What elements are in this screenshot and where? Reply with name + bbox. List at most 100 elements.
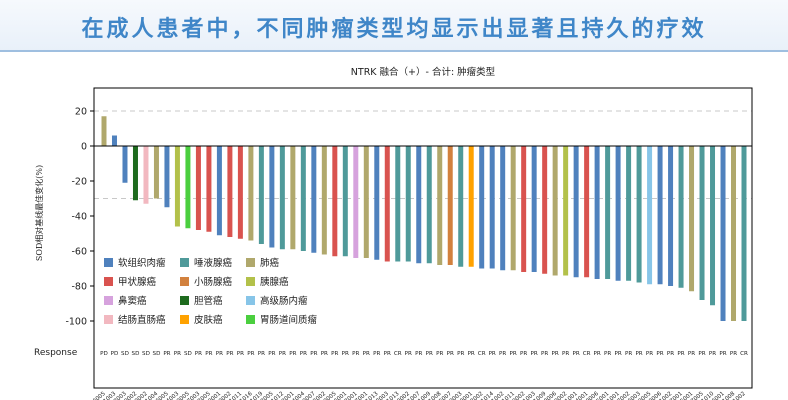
bar [195, 146, 201, 230]
legend-label: 甲状腺癌 [118, 276, 157, 288]
patient-id-label: 174004 [286, 391, 307, 400]
response-label: PR [205, 351, 212, 357]
bar [269, 146, 275, 248]
bar [279, 146, 285, 250]
response-label: PR [541, 351, 548, 357]
bar [363, 146, 369, 258]
bar [657, 146, 663, 285]
bar [447, 146, 453, 265]
bar [720, 146, 726, 321]
patient-id-label: 211001 [601, 391, 622, 400]
legend-label: 皮肤癌 [194, 314, 223, 326]
y-tick-label: -80 [71, 282, 87, 293]
response-label: PR [688, 351, 695, 357]
bar [521, 146, 527, 272]
bar [531, 146, 537, 272]
response-label: PR [552, 351, 559, 357]
response-label: PD [111, 351, 119, 357]
patient-id-label: 012005 [254, 391, 275, 400]
bar [615, 146, 621, 281]
y-tick-label: -40 [71, 212, 87, 223]
response-label: PR [677, 351, 684, 357]
legend-swatch [246, 258, 255, 267]
y-tick-label: -20 [71, 177, 87, 188]
response-label: PR [730, 351, 737, 357]
response-row: PD PD SD SD SD SD PR PR SD PR PR PR PR PR PR PR PR PR PR PR… [100, 351, 748, 357]
legend-swatch [104, 315, 113, 324]
patient-id-label: 090002 [506, 391, 526, 400]
patient-id-label: 002001 [338, 391, 359, 400]
legend-swatch [180, 315, 189, 324]
response-label: PR [384, 351, 391, 357]
patient-id-label: 090001 [202, 391, 223, 400]
bar [416, 146, 422, 264]
response-label: PD [100, 351, 108, 357]
legend-label: 鼻窦癌 [118, 295, 147, 307]
patient-id-label: 226001 [706, 391, 727, 400]
legend-label: 肺癌 [260, 257, 280, 269]
patient-id-label: 233002 [307, 391, 327, 400]
legend-item: 肺癌 [246, 257, 280, 269]
patient-id-label: 227002 [611, 391, 631, 400]
response-label: PR [436, 351, 443, 357]
bar [647, 146, 653, 285]
patient-id-label: 251003 [517, 391, 538, 400]
y-tick-label: -100 [65, 317, 87, 328]
patient-id-label: 101013 [380, 391, 401, 400]
legend-swatch [246, 296, 255, 305]
legend-label: 软组织肉瘤 [118, 257, 166, 269]
bar [374, 146, 380, 260]
response-label: PR [709, 351, 716, 357]
response-label: CR [478, 351, 486, 357]
plot-frame [93, 87, 753, 389]
patient-id-label: 152003 [108, 391, 129, 400]
response-label: PR [656, 351, 663, 357]
legend-label: 小肠腺癌 [194, 276, 233, 288]
patient-id-label: 050007 [296, 391, 317, 400]
patient-id-label: 101014 [475, 391, 496, 400]
bar [300, 146, 306, 251]
patient-id-label: 174003 [160, 391, 181, 400]
waterfall-chart: NTRK 融合（+）- 合计: 肿瘤类型 SOD相对基线最佳变化(%) 20 0 -… [34, 66, 753, 400]
bar [164, 146, 170, 208]
response-label: CR [740, 351, 748, 357]
response-label: PR [268, 351, 275, 357]
response-label: PR [247, 351, 254, 357]
bar [122, 146, 128, 183]
bar [479, 146, 485, 269]
patient-id-label: 217001 [664, 391, 685, 400]
bar [510, 146, 516, 271]
bar [248, 146, 254, 241]
response-label: PR [237, 351, 244, 357]
response-label: SD [153, 351, 161, 357]
bar [311, 146, 317, 253]
patient-id-label: 245007 [433, 391, 454, 400]
response-label: PR [279, 351, 286, 357]
patient-id-label: 227003 [181, 391, 202, 400]
bar [437, 146, 443, 265]
response-label: PR [614, 351, 621, 357]
y-axis: 20 0 -20 -40 -60 -80 -100 [65, 107, 94, 328]
legend-item: 胰腺癌 [246, 276, 289, 288]
legend-label: 胃肠道间质瘤 [260, 314, 318, 326]
response-label: PR [635, 351, 642, 357]
legend-swatch [180, 258, 189, 267]
response-label: PR [174, 351, 181, 357]
response-label: PR [667, 351, 674, 357]
response-label: SD [184, 351, 192, 357]
patient-id-label: 042002 [464, 391, 484, 400]
bar [405, 146, 411, 262]
patient-id-label: 246005 [150, 391, 171, 400]
y-tick-label: 0 [81, 142, 87, 153]
bar [626, 146, 632, 281]
patient-id-label: 060002 [129, 391, 149, 400]
patient-id-label: 206001 [328, 391, 349, 400]
legend-label: 胆管癌 [194, 295, 223, 307]
y-tick-label: 20 [75, 107, 87, 118]
response-label: PR [468, 351, 475, 357]
bar [332, 146, 338, 257]
response-label: PR [352, 351, 359, 357]
response-label: PR [373, 351, 380, 357]
legend-swatch [180, 296, 189, 305]
